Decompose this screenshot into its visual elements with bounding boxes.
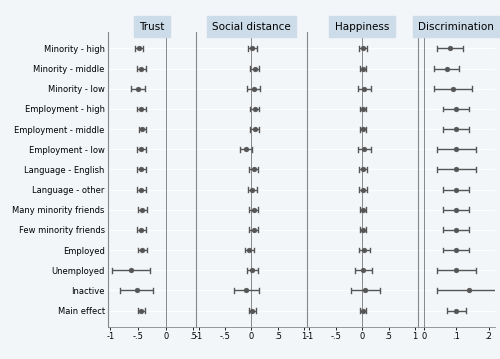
Title: Social distance: Social distance <box>212 22 291 32</box>
Title: Discrimination: Discrimination <box>418 22 494 32</box>
Title: Happiness: Happiness <box>335 22 390 32</box>
Title: Trust: Trust <box>139 22 164 32</box>
